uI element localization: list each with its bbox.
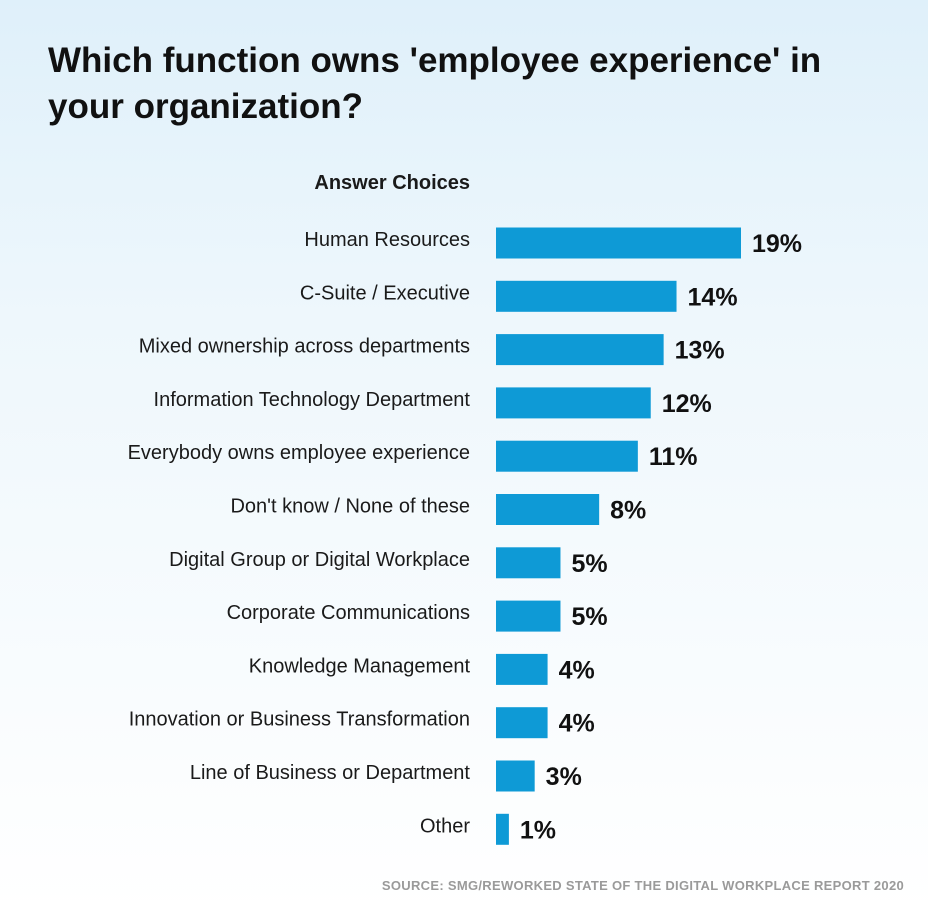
value-label: 13% — [675, 337, 725, 365]
bar-chart: Human Resources 19% C-Suite / Executive 14%… — [128, 227, 802, 845]
category-label: Mixed ownership across departments — [139, 336, 470, 358]
value-label: 4% — [559, 710, 595, 738]
answer-choices-header: Answer Choices — [314, 172, 470, 194]
bar — [496, 440, 638, 472]
value-label: 8% — [610, 497, 646, 525]
value-label: 14% — [688, 283, 738, 311]
category-label: C-Suite / Executive — [300, 282, 470, 304]
value-label: 3% — [546, 763, 582, 791]
bar — [496, 280, 677, 312]
value-label: 5% — [571, 550, 607, 578]
category-label: Corporate Communications — [227, 602, 470, 624]
bar — [496, 334, 664, 366]
bar — [496, 547, 561, 579]
category-label: Knowledge Management — [249, 655, 471, 677]
category-label: Human Resources — [304, 229, 470, 251]
bar — [496, 494, 600, 525]
value-label: 12% — [662, 390, 712, 418]
bar — [496, 707, 548, 739]
bar — [496, 227, 741, 259]
value-label: 1% — [520, 816, 556, 844]
category-label: Everybody owns employee experience — [128, 442, 470, 464]
bar — [496, 600, 561, 632]
category-label: Information Technology Department — [154, 389, 471, 411]
category-label: Don't know / None of these — [230, 496, 470, 518]
bar — [496, 813, 509, 845]
source-note: SOURCE: SMG/REWORKED STATE OF THE DIGITA… — [381, 878, 904, 893]
bar — [496, 387, 651, 419]
category-label: Innovation or Business Transformation — [129, 709, 470, 731]
value-label: 11% — [649, 443, 698, 471]
chart-title: Which function owns 'employee experience… — [48, 41, 822, 126]
value-label: 4% — [559, 656, 595, 684]
bar — [496, 653, 548, 685]
category-label: Line of Business or Department — [190, 762, 471, 784]
value-label: 5% — [571, 603, 607, 631]
category-label: Other — [420, 815, 470, 837]
category-label: Digital Group or Digital Workplace — [169, 549, 470, 571]
value-label: 19% — [752, 230, 802, 258]
bar — [496, 760, 535, 792]
